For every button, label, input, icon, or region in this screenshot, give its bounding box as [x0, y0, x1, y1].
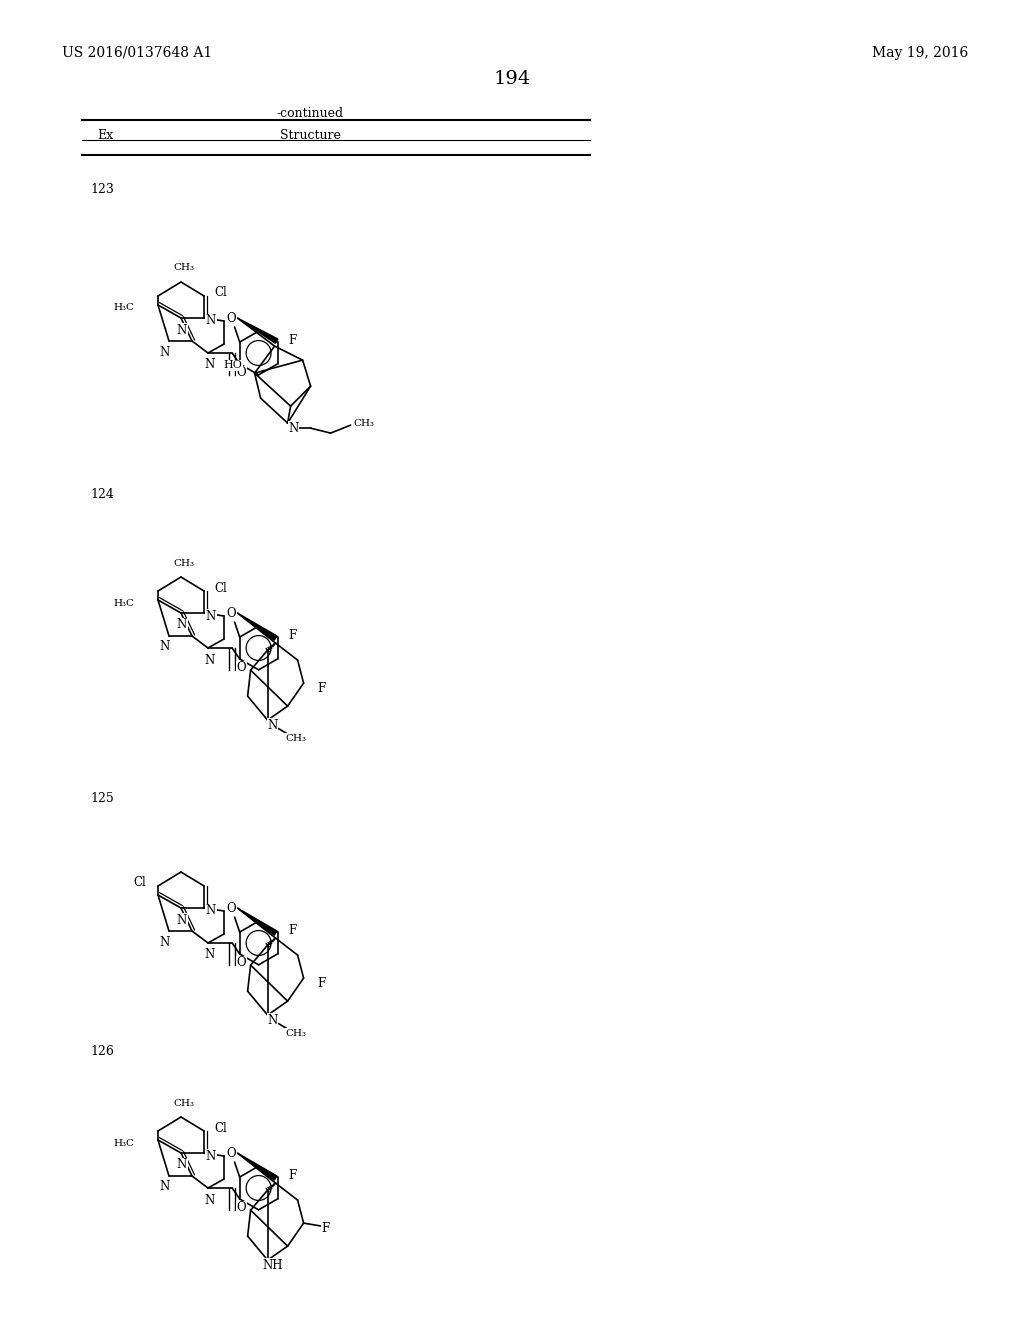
Polygon shape	[238, 908, 276, 935]
Text: HO: HO	[223, 360, 242, 370]
Text: H₃C: H₃C	[113, 1138, 134, 1147]
Text: F: F	[289, 334, 297, 347]
Text: CH₃: CH₃	[353, 418, 374, 428]
Text: N: N	[160, 640, 170, 653]
Text: F: F	[289, 1168, 297, 1181]
Text: N: N	[160, 936, 170, 949]
Text: NH: NH	[262, 1259, 283, 1271]
Text: N: N	[177, 913, 187, 927]
Text: N: N	[160, 346, 170, 359]
Polygon shape	[238, 612, 276, 640]
Text: O: O	[226, 902, 237, 915]
Text: Ex: Ex	[97, 129, 113, 143]
Text: O: O	[237, 957, 246, 969]
Text: N: N	[267, 718, 278, 731]
Text: F: F	[317, 681, 326, 694]
Text: O: O	[226, 1147, 237, 1160]
Text: N: N	[177, 1159, 187, 1172]
Text: 194: 194	[494, 70, 530, 88]
Text: F: F	[317, 977, 326, 990]
Text: N: N	[205, 653, 215, 667]
Text: N: N	[205, 949, 215, 961]
Text: N: N	[177, 619, 187, 631]
Text: N: N	[289, 421, 299, 434]
Text: O: O	[237, 1201, 246, 1214]
Text: N: N	[206, 610, 216, 623]
Text: N: N	[205, 359, 215, 371]
Text: N: N	[177, 323, 187, 337]
Text: N: N	[206, 314, 216, 327]
Text: N: N	[206, 1150, 216, 1163]
Text: CH₃: CH₃	[173, 558, 195, 568]
Text: 125: 125	[90, 792, 114, 805]
Text: 124: 124	[90, 488, 114, 502]
Polygon shape	[238, 318, 278, 343]
Text: Cl: Cl	[215, 286, 227, 300]
Text: F: F	[289, 628, 297, 642]
Text: O: O	[226, 312, 237, 325]
Text: 126: 126	[90, 1045, 114, 1059]
Text: O: O	[237, 661, 246, 675]
Text: N: N	[160, 1180, 170, 1193]
Text: F: F	[289, 924, 297, 937]
Text: H₃C: H₃C	[113, 598, 134, 607]
Text: CH₃: CH₃	[285, 1028, 306, 1038]
Text: CH₃: CH₃	[173, 264, 195, 272]
Text: O: O	[226, 607, 237, 619]
Text: US 2016/0137648 A1: US 2016/0137648 A1	[62, 46, 212, 59]
Text: -continued: -continued	[276, 107, 344, 120]
Text: H₃C: H₃C	[113, 304, 134, 313]
Text: N: N	[267, 1014, 278, 1027]
Text: Structure: Structure	[280, 129, 340, 143]
Text: 123: 123	[90, 183, 114, 195]
Text: CH₃: CH₃	[285, 734, 306, 743]
Text: N: N	[206, 904, 216, 917]
Text: Cl: Cl	[215, 582, 227, 594]
Text: May 19, 2016: May 19, 2016	[872, 46, 969, 59]
Text: Cl: Cl	[215, 1122, 227, 1134]
Text: Cl: Cl	[133, 875, 146, 888]
Text: CH₃: CH₃	[173, 1098, 195, 1107]
Text: N: N	[205, 1193, 215, 1206]
Text: F: F	[322, 1221, 330, 1234]
Text: O: O	[237, 367, 246, 379]
Polygon shape	[238, 1154, 276, 1180]
